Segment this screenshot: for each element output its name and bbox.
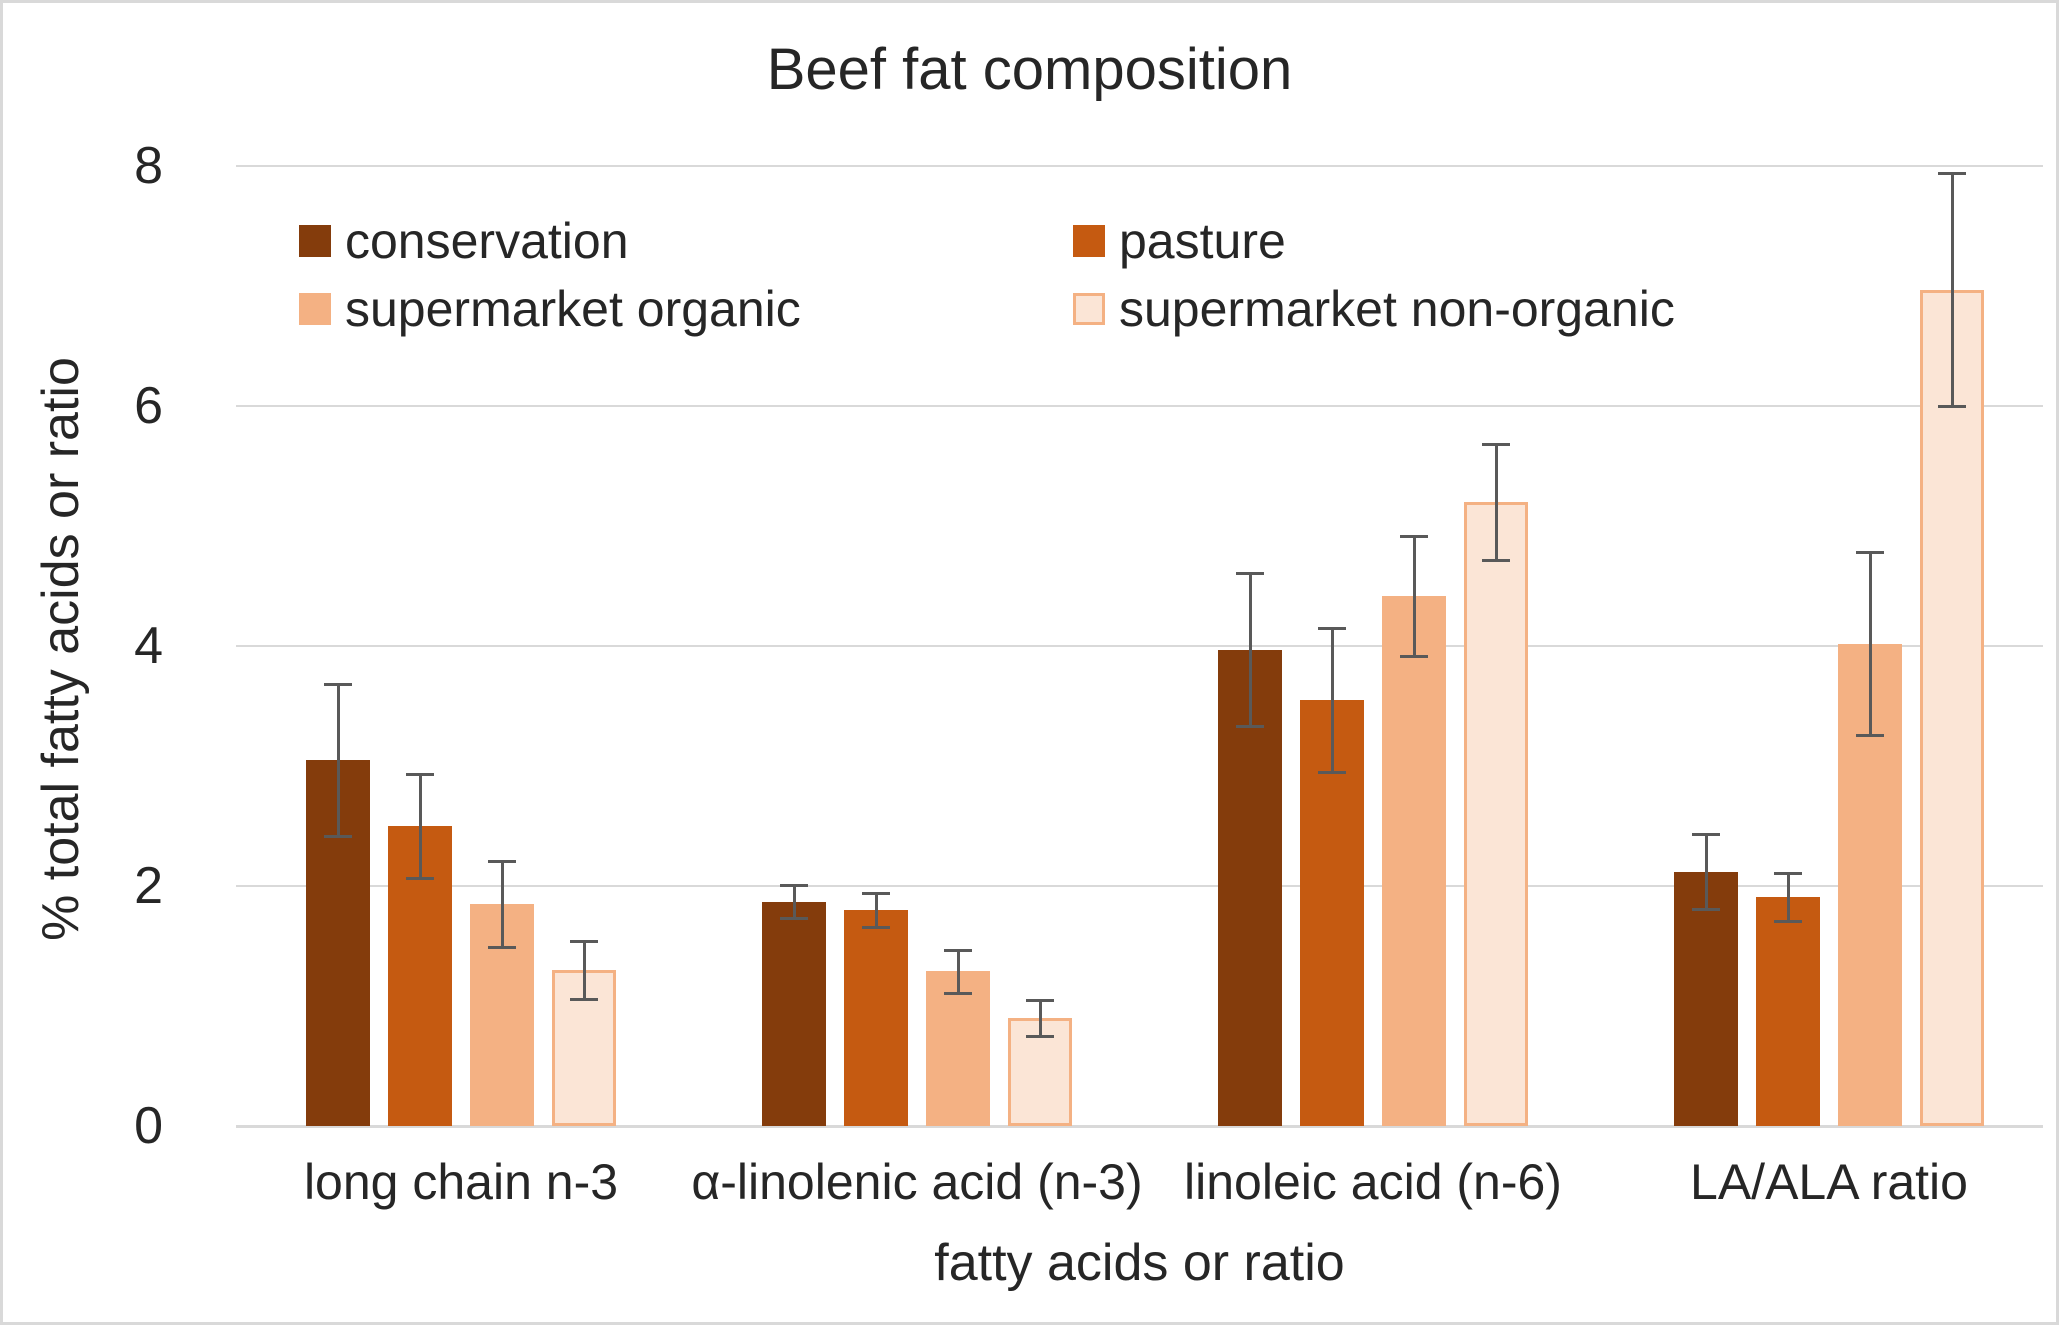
error-bar-cap xyxy=(1318,771,1346,774)
y-tick-label: 6 xyxy=(134,377,163,435)
error-bar xyxy=(1704,834,1708,909)
bar-conservation xyxy=(762,901,826,1126)
legend-label: pasture xyxy=(1119,213,1286,269)
legend-swatch xyxy=(1073,293,1105,325)
error-bar-cap xyxy=(1318,627,1346,630)
error-bar xyxy=(1412,535,1416,656)
legend-item-supermarket-non-organic: supermarket non-organic xyxy=(1073,284,1675,334)
error-bar-cap xyxy=(780,917,808,921)
error-bar-cap xyxy=(1856,551,1884,555)
gridline xyxy=(236,165,2043,167)
error-bar-cap xyxy=(1236,571,1264,575)
bar-supermarket-organic xyxy=(926,971,990,1126)
error-bar-cap xyxy=(1692,907,1720,911)
error-bar xyxy=(582,941,586,999)
error-bar-cap xyxy=(488,946,516,950)
error-bar-cap xyxy=(1400,654,1428,658)
bar-conservation xyxy=(1218,649,1282,1126)
error-bar-cap xyxy=(570,940,598,944)
x-category-label: α-linolenic acid (n-3) xyxy=(691,1154,1143,1210)
error-bar xyxy=(418,774,422,878)
error-bar xyxy=(1950,173,1954,406)
error-bar xyxy=(336,684,340,836)
error-bar xyxy=(1248,572,1252,727)
bar-pasture xyxy=(1756,896,1820,1126)
gridline xyxy=(236,645,2043,647)
error-bar-cap xyxy=(1938,405,1966,408)
bar-supermarket-non-organic xyxy=(1464,502,1528,1126)
legend-label: supermarket non-organic xyxy=(1119,281,1675,337)
error-bar-cap xyxy=(944,991,972,995)
y-tick-label: 0 xyxy=(134,1097,163,1155)
error-bar-cap xyxy=(1774,871,1802,875)
x-category-label: linoleic acid (n-6) xyxy=(1184,1154,1562,1210)
error-bar-cap xyxy=(944,948,972,952)
error-bar xyxy=(1786,872,1790,921)
error-bar-cap xyxy=(324,834,352,838)
y-tick-label: 4 xyxy=(134,617,163,675)
legend-item-supermarket-organic: supermarket organic xyxy=(299,284,1073,334)
error-bar-cap xyxy=(488,859,516,863)
error-bar-cap xyxy=(862,925,890,929)
x-category-label: long chain n-3 xyxy=(303,1154,619,1210)
error-bar-cap xyxy=(862,892,890,896)
error-bar xyxy=(874,893,878,927)
x-axis-title: fatty acids or ratio xyxy=(934,1234,1345,1292)
legend-item-pasture: pasture xyxy=(1073,216,1675,266)
y-tick-label: 8 xyxy=(134,137,163,195)
bar-supermarket-organic xyxy=(1382,595,1446,1126)
legend: conservation pasture supermarket organic su… xyxy=(299,216,1675,334)
legend-swatch xyxy=(299,225,331,257)
error-bar-cap xyxy=(1856,733,1884,737)
legend-label: supermarket organic xyxy=(345,281,801,337)
error-bar-cap xyxy=(570,997,598,1001)
error-bar xyxy=(956,949,960,993)
bar-conservation xyxy=(1674,871,1738,1126)
error-bar-cap xyxy=(1026,1035,1054,1038)
error-bar-cap xyxy=(324,683,352,687)
error-bar-cap xyxy=(406,876,434,880)
error-bar-cap xyxy=(1026,999,1054,1002)
legend-swatch xyxy=(1073,225,1105,257)
error-bar xyxy=(1330,628,1334,772)
error-bar xyxy=(1038,1000,1042,1036)
legend-swatch xyxy=(299,293,331,325)
error-bar xyxy=(1868,552,1872,735)
error-bar-cap xyxy=(406,773,434,777)
chart-title: Beef fat composition xyxy=(766,37,1293,102)
error-bar-cap xyxy=(1400,534,1428,538)
error-bar xyxy=(500,860,504,948)
bar-pasture xyxy=(844,910,908,1126)
error-bar-cap xyxy=(1774,919,1802,923)
error-bar-cap xyxy=(780,883,808,887)
legend-item-conservation: conservation xyxy=(299,216,1073,266)
error-bar-cap xyxy=(1938,172,1966,176)
error-bar-cap xyxy=(1236,725,1264,729)
error-bar-cap xyxy=(1482,443,1510,447)
bar-supermarket-non-organic xyxy=(1920,289,1984,1126)
gridline xyxy=(236,885,2043,887)
error-bar xyxy=(792,884,796,919)
gridline xyxy=(236,1125,2043,1128)
y-tick-label: 2 xyxy=(134,857,163,915)
error-bar-cap xyxy=(1482,558,1510,562)
error-bar-cap xyxy=(1692,833,1720,837)
gridline xyxy=(236,405,2043,407)
legend-label: conservation xyxy=(345,213,629,269)
x-category-label: LA/ALA ratio xyxy=(1690,1154,1968,1210)
error-bar xyxy=(1494,444,1498,560)
bar-supermarket-non-organic xyxy=(552,970,616,1126)
